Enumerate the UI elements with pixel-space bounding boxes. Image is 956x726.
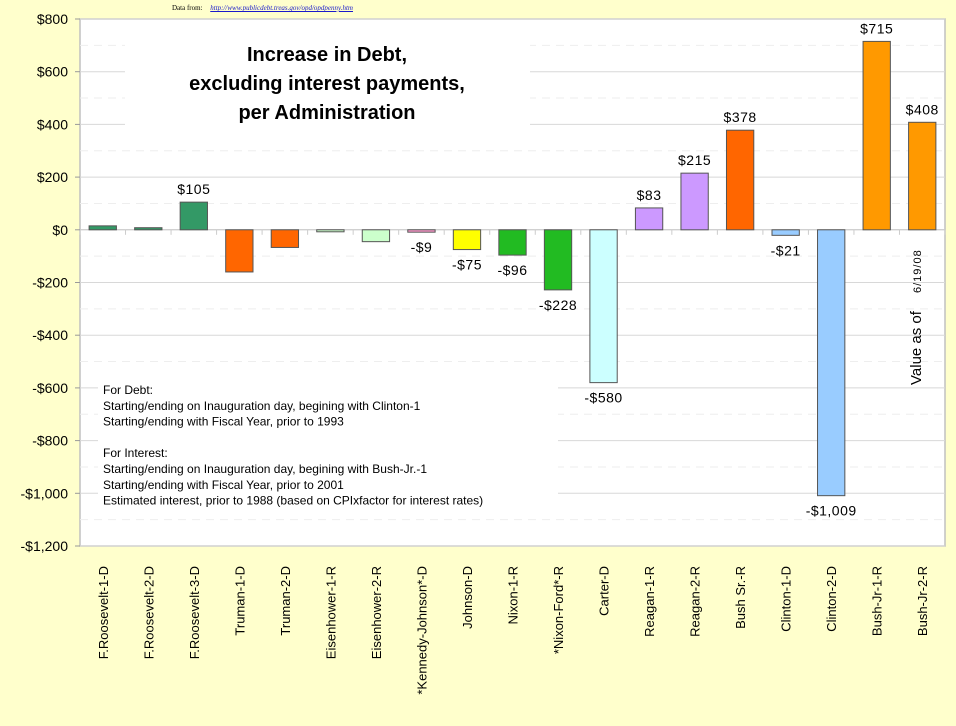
x-tick-label: Bush-Jr-1-R	[870, 566, 885, 636]
x-tick-label: Clinton-2-D	[824, 566, 839, 632]
bar-12	[634, 207, 664, 231]
bar-0	[88, 225, 117, 231]
bar-9	[498, 229, 527, 256]
data-label: $83	[637, 187, 662, 203]
x-tick-label: *Nixon-Ford*-R	[551, 566, 566, 654]
note-line: For Interest:	[103, 446, 168, 460]
source-note: Data from: http://www.publicdebt.treas.g…	[172, 4, 353, 12]
y-tick-label: -$400	[32, 327, 68, 343]
y-tick-label: $800	[37, 11, 68, 27]
y-tick-label: -$800	[32, 433, 68, 449]
x-tick-label: Johnson-D	[460, 566, 475, 629]
bar-5	[316, 229, 345, 233]
notes-background	[98, 378, 558, 518]
note-line: For Debt:	[103, 383, 153, 397]
data-label: -$21	[771, 242, 801, 258]
note-line: Starting/ending with Fiscal Year, prior …	[103, 415, 344, 429]
bar-15	[771, 229, 800, 236]
y-tick-label: $200	[37, 169, 68, 185]
bar-6	[361, 229, 391, 243]
bar-4	[270, 229, 300, 248]
y-tick-label: -$200	[32, 275, 68, 291]
data-label: -$228	[539, 297, 577, 313]
bar-1	[134, 227, 163, 231]
data-label: $215	[678, 152, 711, 168]
x-tick-label: Bush Sr.-R	[733, 566, 748, 629]
note-line: Estimated interest, prior to 1988 (based…	[103, 494, 483, 508]
x-tick-label: Clinton-1-D	[779, 566, 794, 632]
bar-8	[452, 229, 482, 251]
chart-title-line: Increase in Debt,	[247, 44, 407, 66]
x-tick-label: Truman-2-D	[278, 566, 293, 636]
x-tick-label: Eisenhower-2-R	[369, 566, 384, 659]
x-tick-label: F.Roosevelt-1-D	[96, 566, 111, 659]
x-tick-label: Bush-Jr-2-R	[915, 566, 930, 636]
x-tick-label: F.Roosevelt-3-D	[187, 566, 202, 659]
data-label: -$9	[411, 239, 433, 255]
y-tick-label: -$600	[32, 380, 68, 396]
bar-2	[179, 201, 208, 231]
bar-18	[908, 121, 937, 231]
y-tick-label: $0	[52, 222, 68, 238]
x-tick-label: F.Roosevelt-2-D	[141, 566, 156, 659]
y-tick-label: -$1,000	[21, 485, 69, 501]
bar-14	[725, 129, 755, 231]
source-link[interactable]: http://www.publicdebt.treas.gov/opd/opdp…	[210, 4, 353, 12]
data-label: $105	[177, 181, 210, 197]
note-line: Starting/ending on Inauguration day, beg…	[103, 399, 421, 413]
bar-7	[407, 229, 436, 233]
chart-title-line: excluding interest payments,	[189, 73, 465, 95]
data-label: -$96	[497, 262, 527, 278]
x-tick-label: Reagan-1-R	[642, 566, 657, 637]
note-line: Starting/ending on Inauguration day, beg…	[103, 462, 427, 476]
data-label: -$1,009	[806, 503, 857, 519]
data-label: $715	[860, 20, 893, 36]
x-tick-label: Truman-1-D	[232, 566, 247, 636]
x-tick-label: *Kennedy-Johnson*-D	[414, 566, 429, 695]
value-as-of-date: 6/19/08	[912, 249, 924, 293]
data-label: $408	[906, 101, 939, 117]
bar-16	[817, 229, 846, 497]
source-prefix: Data from:	[172, 4, 203, 12]
note-line: Starting/ending with Fiscal Year, prior …	[103, 478, 344, 492]
x-tick-label: Eisenhower-1-R	[323, 566, 338, 659]
y-tick-label: $600	[37, 64, 68, 80]
bar-13	[680, 172, 709, 231]
y-tick-label: $400	[37, 116, 68, 132]
x-tick-label: Nixon-1-R	[506, 566, 521, 625]
value-as-of-label: Value as of	[908, 310, 925, 385]
bar-3	[225, 229, 254, 273]
bar-17	[862, 40, 891, 231]
data-label: -$75	[452, 257, 482, 273]
bar-11	[589, 229, 618, 384]
title-background	[125, 38, 530, 130]
bar-10	[543, 229, 573, 291]
y-tick-label: -$1,200	[21, 538, 69, 554]
x-tick-label: Carter-D	[597, 566, 612, 616]
data-label: -$580	[584, 390, 622, 406]
data-label: $378	[724, 109, 757, 125]
chart-title-line: per Administration	[238, 102, 415, 124]
x-tick-label: Reagan-2-R	[688, 566, 703, 637]
